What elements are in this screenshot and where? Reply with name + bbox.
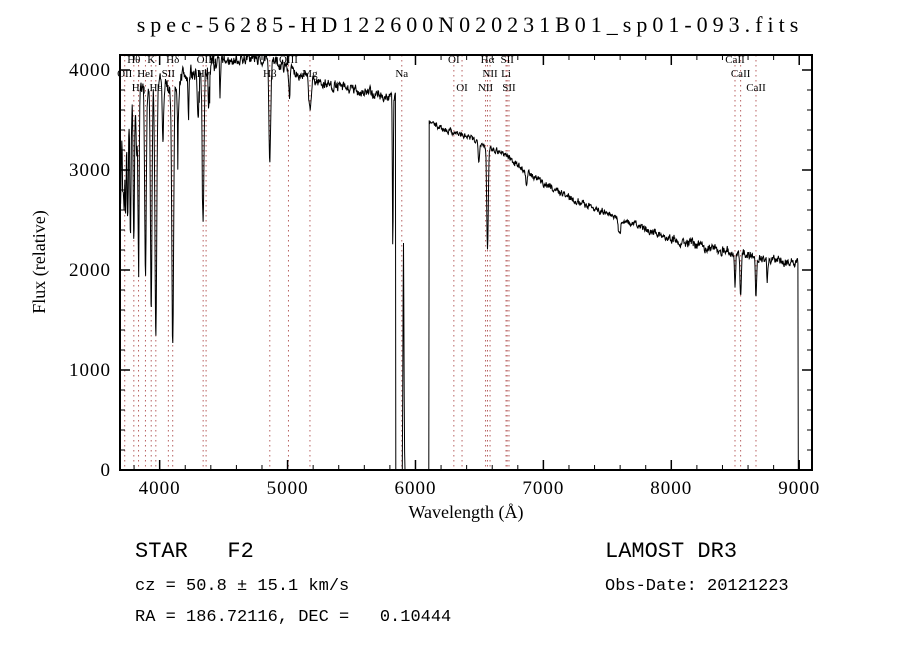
spectral-line-label: Hε xyxy=(150,82,163,94)
plot-frame xyxy=(119,54,813,471)
x-tick-label: 7000 xyxy=(522,478,564,499)
y-axis-label: Flux (relative) xyxy=(29,210,50,313)
spectral-line-label: NII xyxy=(478,82,494,94)
spectral-line-label: OI xyxy=(456,82,468,94)
x-axis-label: Wavelength (Å) xyxy=(408,502,523,523)
spectral-line-markers xyxy=(124,55,757,470)
obs-date: Obs-Date: 20121223 xyxy=(605,577,789,596)
object-class-label: STAR F2 xyxy=(135,539,254,564)
spectrum-curve xyxy=(119,53,800,471)
spectral-line-label: Mg xyxy=(302,68,318,80)
spectral-line-label: SII xyxy=(500,54,514,66)
spectral-line-label: SII xyxy=(162,68,176,80)
y-tick-label: 1000 xyxy=(69,360,111,381)
y-tick-label: 0 xyxy=(101,460,112,481)
spectral-line-label: SII xyxy=(502,82,516,94)
y-tick-label: 2000 xyxy=(69,260,111,281)
ra-dec-value: RA = 186.72116, DEC = 0.10444 xyxy=(135,608,451,627)
spectral-line-label: Na xyxy=(395,68,408,80)
cz-value: cz = 50.8 ± 15.1 km/s xyxy=(135,577,349,596)
x-tick-label: 9000 xyxy=(778,478,820,499)
spectral-line-label: K xyxy=(147,54,155,66)
x-tick-label: 4000 xyxy=(139,478,181,499)
x-tick-label: 5000 xyxy=(267,478,309,499)
spectral-line-label: CaII xyxy=(746,82,766,94)
spectral-line-label: HeI xyxy=(137,68,154,80)
spectral-line-label: NII xyxy=(482,68,498,80)
spectral-line-label: OIII xyxy=(279,54,298,66)
spectral-line-label: Hβ xyxy=(263,68,277,80)
spectral-line-label: Hα xyxy=(481,54,495,66)
x-tick-label: 6000 xyxy=(394,478,436,499)
spectral-line-label: CaII xyxy=(731,68,751,80)
spectral-line-label: OI xyxy=(448,54,460,66)
spectral-line-label: Hη xyxy=(132,82,146,94)
spectral-line-label: Hγ xyxy=(197,68,210,80)
spectral-line-labels: HθKHδOIIIOIIIOIHαSIICaIIOIIHeISIIHγHβMgN… xyxy=(117,54,766,94)
spectral-line-label: CaII xyxy=(725,54,745,66)
y-tick-label: 4000 xyxy=(69,60,111,81)
spectral-line-label: Li xyxy=(501,68,511,80)
x-tick-label: 8000 xyxy=(650,478,692,499)
spectral-line-label: Hδ xyxy=(166,54,179,66)
plot-title: spec-56285-HD122600N020231B01_sp01-093.f… xyxy=(137,12,804,37)
y-tick-label: 3000 xyxy=(69,160,111,181)
survey-label: LAMOST DR3 xyxy=(605,539,737,564)
axis-ticks: 4000 5000 6000 7000 8000 9000 0 1000 2000 3000 400… xyxy=(69,55,820,499)
